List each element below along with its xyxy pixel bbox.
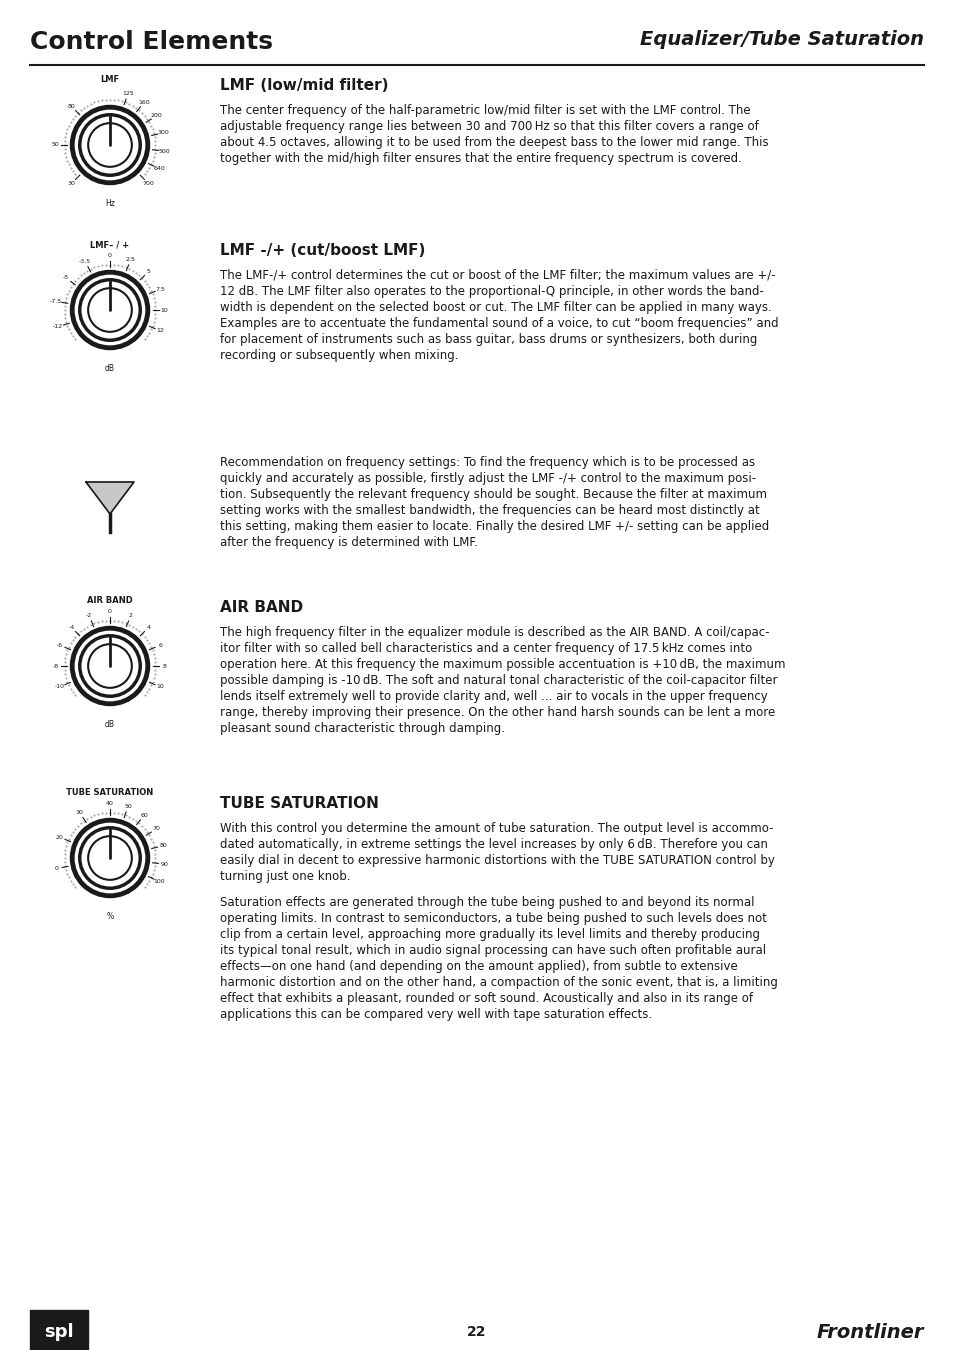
Text: itor filter with so called bell characteristics and a center frequency of 17.5 k: itor filter with so called bell characte… <box>220 643 752 655</box>
Text: TUBE SATURATION: TUBE SATURATION <box>220 796 378 811</box>
Text: 700: 700 <box>143 181 154 186</box>
Text: 12 dB. The LMF filter also operates to the proportional-Q principle, in other wo: 12 dB. The LMF filter also operates to t… <box>220 285 763 298</box>
Text: 2.5: 2.5 <box>126 256 135 262</box>
Text: effects—on one hand (and depending on the amount applied), from subtle to extens: effects—on one hand (and depending on th… <box>220 960 737 973</box>
Text: dB: dB <box>105 721 115 729</box>
Text: this setting, making them easier to locate. Finally the desired LMF +/- setting : this setting, making them easier to loca… <box>220 520 768 533</box>
Text: 50: 50 <box>124 805 132 809</box>
Text: 300: 300 <box>157 131 169 135</box>
Text: The high frequency filter in the equalizer module is described as the AIR BAND. : The high frequency filter in the equaliz… <box>220 626 769 639</box>
Text: 60: 60 <box>140 813 148 818</box>
Text: 30: 30 <box>68 181 75 186</box>
Text: -4: -4 <box>69 625 74 630</box>
Text: about 4.5 octaves, allowing it to be used from the deepest bass to the lower mid: about 4.5 octaves, allowing it to be use… <box>220 136 768 148</box>
FancyBboxPatch shape <box>30 1310 88 1350</box>
Text: -6: -6 <box>56 643 63 648</box>
Text: 125: 125 <box>122 90 133 96</box>
Text: harmonic distortion and on the other hand, a compaction of the sonic event, that: harmonic distortion and on the other han… <box>220 976 777 990</box>
Text: 70: 70 <box>152 826 160 832</box>
Text: 40: 40 <box>106 801 113 806</box>
Text: -2: -2 <box>86 613 92 618</box>
Text: operating limits. In contrast to semiconductors, a tube being pushed to such lev: operating limits. In contrast to semicon… <box>220 913 766 925</box>
Text: possible damping is -10 dB. The soft and natural tonal characteristic of the coi: possible damping is -10 dB. The soft and… <box>220 674 777 687</box>
Text: 22: 22 <box>467 1324 486 1339</box>
Text: 160: 160 <box>138 100 150 105</box>
Text: 30: 30 <box>75 810 84 815</box>
Text: 80: 80 <box>68 104 75 109</box>
Text: 80: 80 <box>159 844 167 848</box>
Text: Examples are to accentuate the fundamental sound of a voice, to cut “boom freque: Examples are to accentuate the fundament… <box>220 317 778 329</box>
Text: effect that exhibits a pleasant, rounded or soft sound. Acoustically and also in: effect that exhibits a pleasant, rounded… <box>220 992 752 1004</box>
Text: 0: 0 <box>108 252 112 258</box>
Text: %: % <box>107 913 113 921</box>
Text: 0: 0 <box>108 609 112 614</box>
Text: 50: 50 <box>51 143 59 147</box>
Text: -3.5: -3.5 <box>79 259 91 263</box>
Text: LMF -/+ (cut/boost LMF): LMF -/+ (cut/boost LMF) <box>220 243 425 258</box>
Text: 6: 6 <box>158 643 162 648</box>
Text: AIR BAND: AIR BAND <box>87 597 132 605</box>
Text: Equalizer/Tube Saturation: Equalizer/Tube Saturation <box>639 30 923 49</box>
Text: -5: -5 <box>63 275 69 281</box>
Text: easily dial in decent to expressive harmonic distortions with the TUBE SATURATIO: easily dial in decent to expressive harm… <box>220 855 774 867</box>
Text: width is dependent on the selected boost or cut. The LMF filter can be applied i: width is dependent on the selected boost… <box>220 301 771 315</box>
Text: adjustable frequency range lies between 30 and 700 Hz so that this filter covers: adjustable frequency range lies between … <box>220 120 758 134</box>
Text: The center frequency of the half-parametric low/mid filter is set with the LMF c: The center frequency of the half-paramet… <box>220 104 750 117</box>
Text: dB: dB <box>105 364 115 374</box>
Text: 10: 10 <box>160 308 169 312</box>
Text: spl: spl <box>44 1323 73 1341</box>
Text: 4: 4 <box>147 625 151 630</box>
Text: for placement of instruments such as bass guitar, bass drums or synthesizers, bo: for placement of instruments such as bas… <box>220 333 757 346</box>
Text: 20: 20 <box>55 834 64 840</box>
Text: setting works with the smallest bandwidth, the frequencies can be heard most dis: setting works with the smallest bandwidt… <box>220 504 759 517</box>
Text: -7.5: -7.5 <box>50 298 62 304</box>
Text: after the frequency is determined with LMF.: after the frequency is determined with L… <box>220 536 477 549</box>
Text: 90: 90 <box>160 861 168 867</box>
Text: LMF (low/mid filter): LMF (low/mid filter) <box>220 78 388 93</box>
Text: With this control you determine the amount of tube saturation. The output level : With this control you determine the amou… <box>220 822 773 836</box>
Text: 7.5: 7.5 <box>155 286 165 292</box>
Text: turning just one knob.: turning just one knob. <box>220 869 350 883</box>
Text: The LMF-/+ control determines the cut or boost of the LMF filter; the maximum va: The LMF-/+ control determines the cut or… <box>220 269 775 282</box>
Text: AIR BAND: AIR BAND <box>220 599 303 616</box>
Text: -10: -10 <box>54 684 65 690</box>
Text: -12: -12 <box>53 324 63 329</box>
Text: 100: 100 <box>153 879 165 884</box>
Text: 12: 12 <box>156 328 164 333</box>
Text: -8: -8 <box>52 663 58 668</box>
Text: TUBE SATURATION: TUBE SATURATION <box>67 788 153 798</box>
Text: 8: 8 <box>163 663 167 668</box>
Text: Recommendation on frequency settings: To find the frequency which is to be proce: Recommendation on frequency settings: To… <box>220 456 755 468</box>
Text: Hz: Hz <box>105 200 114 208</box>
Text: applications this can be compared very well with tape saturation effects.: applications this can be compared very w… <box>220 1008 652 1021</box>
Text: operation here. At this frequency the maximum possible accentuation is +10 dB, t: operation here. At this frequency the ma… <box>220 657 784 671</box>
Text: dated automatically, in extreme settings the level increases by only 6 dB. There: dated automatically, in extreme settings… <box>220 838 767 850</box>
Text: Frontliner: Frontliner <box>816 1323 923 1342</box>
Text: Saturation effects are generated through the tube being pushed to and beyond its: Saturation effects are generated through… <box>220 896 754 909</box>
Text: LMF: LMF <box>100 76 119 85</box>
Text: 0: 0 <box>54 867 58 871</box>
Text: together with the mid/high filter ensures that the entire frequency spectrum is : together with the mid/high filter ensure… <box>220 153 741 165</box>
Text: quickly and accurately as possible, firstly adjust the LMF -/+ control to the ma: quickly and accurately as possible, firs… <box>220 472 756 485</box>
Text: tion. Subsequently the relevant frequency should be sought. Because the filter a: tion. Subsequently the relevant frequenc… <box>220 487 766 501</box>
Text: its typical tonal result, which in audio signal processing can have such often p: its typical tonal result, which in audio… <box>220 944 765 957</box>
Text: lends itself extremely well to provide clarity and, well ... air to vocals in th: lends itself extremely well to provide c… <box>220 690 767 703</box>
Text: LMF– / +: LMF– / + <box>91 240 130 250</box>
Text: range, thereby improving their presence. On the other hand harsh sounds can be l: range, thereby improving their presence.… <box>220 706 775 720</box>
Text: clip from a certain level, approaching more gradually its level limits and there: clip from a certain level, approaching m… <box>220 927 760 941</box>
Text: pleasant sound characteristic through damping.: pleasant sound characteristic through da… <box>220 722 504 734</box>
Text: recording or subsequently when mixing.: recording or subsequently when mixing. <box>220 350 458 362</box>
Text: 10: 10 <box>156 684 164 690</box>
Text: Control Elements: Control Elements <box>30 30 273 54</box>
Text: 200: 200 <box>151 113 162 119</box>
Text: 640: 640 <box>153 166 165 171</box>
Polygon shape <box>86 482 133 514</box>
Text: 500: 500 <box>158 148 170 154</box>
Text: 5: 5 <box>147 269 151 274</box>
Text: 2: 2 <box>129 613 132 618</box>
